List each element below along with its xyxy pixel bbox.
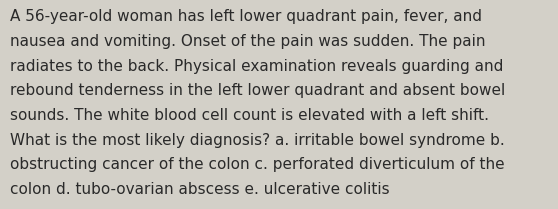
Text: What is the most likely diagnosis? a. irritable bowel syndrome b.: What is the most likely diagnosis? a. ir… [10,133,505,148]
Text: nausea and vomiting. Onset of the pain was sudden. The pain: nausea and vomiting. Onset of the pain w… [10,34,485,49]
Text: radiates to the back. Physical examination reveals guarding and: radiates to the back. Physical examinati… [10,59,503,74]
Text: rebound tenderness in the left lower quadrant and absent bowel: rebound tenderness in the left lower qua… [10,83,506,98]
Text: obstructing cancer of the colon c. perforated diverticulum of the: obstructing cancer of the colon c. perfo… [10,157,504,172]
Text: A 56-year-old woman has left lower quadrant pain, fever, and: A 56-year-old woman has left lower quadr… [10,9,482,24]
Text: sounds. The white blood cell count is elevated with a left shift.: sounds. The white blood cell count is el… [10,108,489,123]
Text: colon d. tubo-ovarian abscess e. ulcerative colitis: colon d. tubo-ovarian abscess e. ulcerat… [10,182,389,197]
